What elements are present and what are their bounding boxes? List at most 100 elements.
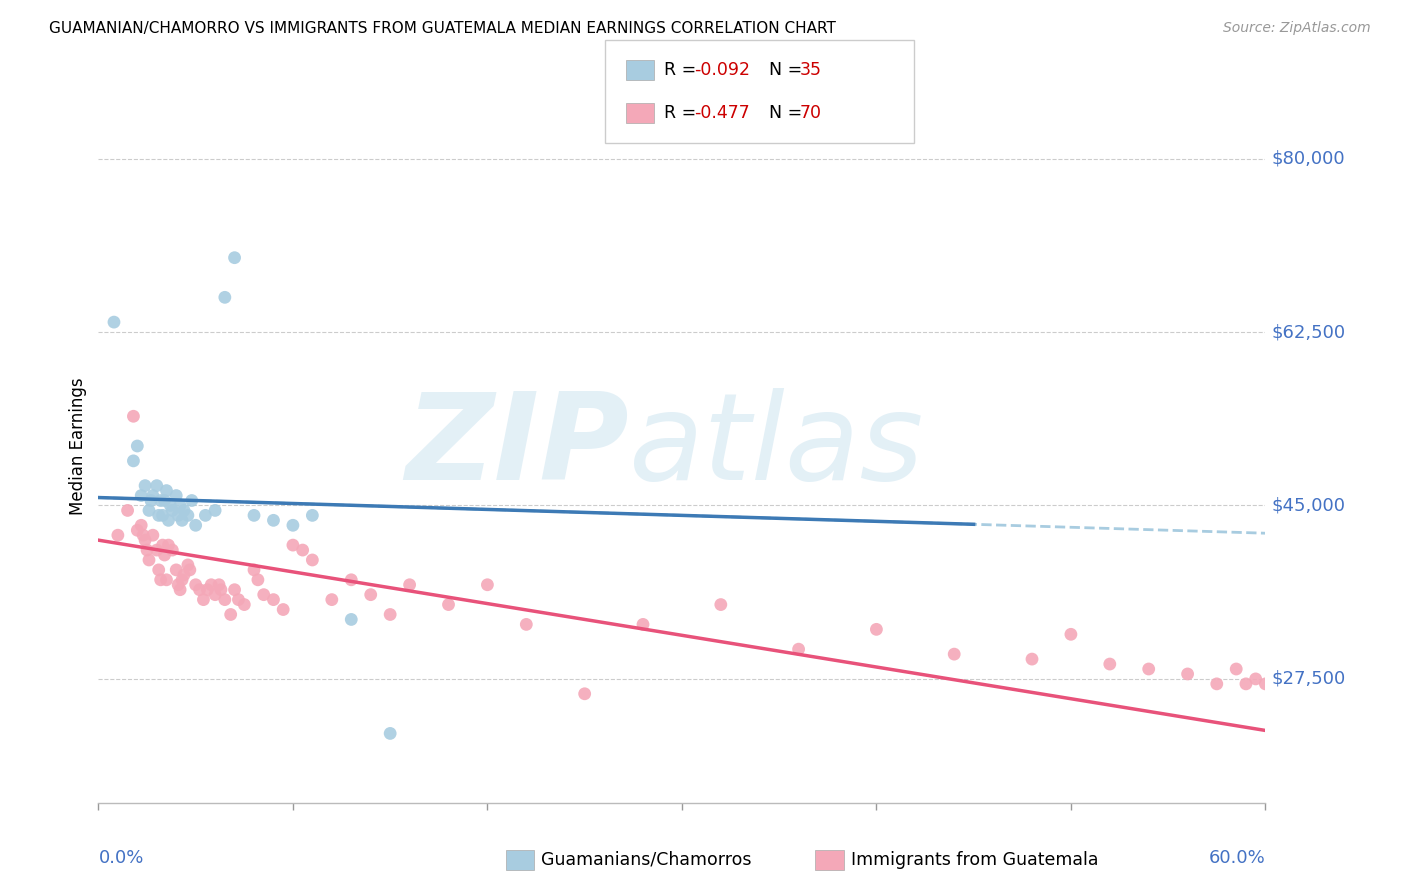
Text: $62,500: $62,500 <box>1271 323 1346 341</box>
Point <box>378 607 402 622</box>
Point <box>165 489 187 503</box>
Text: $80,000: $80,000 <box>1271 150 1346 168</box>
Text: Source: ZipAtlas.com: Source: ZipAtlas.com <box>1223 21 1371 35</box>
Point <box>204 588 226 602</box>
Point <box>219 607 242 622</box>
Text: atlas: atlas <box>630 387 925 505</box>
Y-axis label: Median Earnings: Median Earnings <box>69 377 87 515</box>
Point <box>148 563 170 577</box>
Point <box>162 503 184 517</box>
Point <box>515 617 537 632</box>
Point <box>162 543 184 558</box>
Point <box>340 573 363 587</box>
Point <box>170 513 193 527</box>
Point <box>153 493 176 508</box>
Point <box>138 503 160 517</box>
Point <box>129 518 152 533</box>
Point <box>138 553 160 567</box>
Point <box>122 409 145 424</box>
Point <box>1205 677 1227 691</box>
Point <box>184 578 207 592</box>
Point <box>1254 677 1277 691</box>
Point <box>477 578 499 592</box>
Point <box>262 513 284 527</box>
Point <box>271 602 294 616</box>
Point <box>173 503 195 517</box>
Text: ZIP: ZIP <box>406 387 630 505</box>
Point <box>127 523 149 537</box>
Point <box>132 528 155 542</box>
Point <box>146 478 169 492</box>
Point <box>152 508 174 523</box>
Point <box>1177 667 1199 681</box>
Point <box>122 454 145 468</box>
Text: $27,500: $27,500 <box>1271 670 1346 688</box>
Point <box>1234 677 1257 691</box>
Point <box>167 508 190 523</box>
Point <box>233 598 256 612</box>
Point <box>155 483 177 498</box>
Text: Immigrants from Guatemala: Immigrants from Guatemala <box>851 851 1098 869</box>
Point <box>134 478 156 492</box>
Point <box>1225 662 1247 676</box>
Point <box>103 315 125 329</box>
Point <box>139 493 162 508</box>
Point <box>107 528 129 542</box>
Point <box>262 592 284 607</box>
Point <box>127 439 149 453</box>
Point <box>224 251 246 265</box>
Text: -0.092: -0.092 <box>695 61 751 78</box>
Point <box>167 578 190 592</box>
Point <box>291 543 314 558</box>
Text: 0.0%: 0.0% <box>98 849 143 867</box>
Point <box>149 573 172 587</box>
Point <box>136 543 159 558</box>
Point <box>142 528 165 542</box>
Point <box>194 508 217 523</box>
Point <box>169 499 191 513</box>
Point <box>165 563 187 577</box>
Text: Guamanians/Chamorros: Guamanians/Chamorros <box>541 851 752 869</box>
Point <box>159 499 181 513</box>
Point <box>301 553 323 567</box>
Point <box>134 533 156 548</box>
Point <box>204 503 226 517</box>
Text: N =: N = <box>769 104 808 122</box>
Point <box>1098 657 1121 671</box>
Point <box>170 573 193 587</box>
Point <box>157 513 180 527</box>
Point <box>631 617 654 632</box>
Point <box>224 582 246 597</box>
Point <box>398 578 420 592</box>
Point <box>148 508 170 523</box>
Point <box>281 518 304 533</box>
Text: N =: N = <box>769 61 808 78</box>
Point <box>214 592 236 607</box>
Point <box>360 588 382 602</box>
Point <box>340 612 363 626</box>
Point <box>865 623 887 637</box>
Point <box>142 489 165 503</box>
Text: 35: 35 <box>800 61 823 78</box>
Point <box>943 647 966 661</box>
Point <box>710 598 733 612</box>
Point <box>169 582 191 597</box>
Point <box>149 493 172 508</box>
Point <box>188 582 211 597</box>
Point <box>155 573 177 587</box>
Point <box>152 538 174 552</box>
Point <box>208 578 231 592</box>
Point <box>157 538 180 552</box>
Point <box>378 726 402 740</box>
Text: -0.477: -0.477 <box>695 104 751 122</box>
Point <box>1244 672 1267 686</box>
Point <box>180 493 202 508</box>
Point <box>195 582 218 597</box>
Point <box>117 503 139 517</box>
Text: GUAMANIAN/CHAMORRO VS IMMIGRANTS FROM GUATEMALA MEDIAN EARNINGS CORRELATION CHAR: GUAMANIAN/CHAMORRO VS IMMIGRANTS FROM GU… <box>49 21 837 36</box>
Text: R =: R = <box>664 61 702 78</box>
Point <box>281 538 304 552</box>
Point <box>153 548 176 562</box>
Text: 70: 70 <box>800 104 823 122</box>
Point <box>321 592 343 607</box>
